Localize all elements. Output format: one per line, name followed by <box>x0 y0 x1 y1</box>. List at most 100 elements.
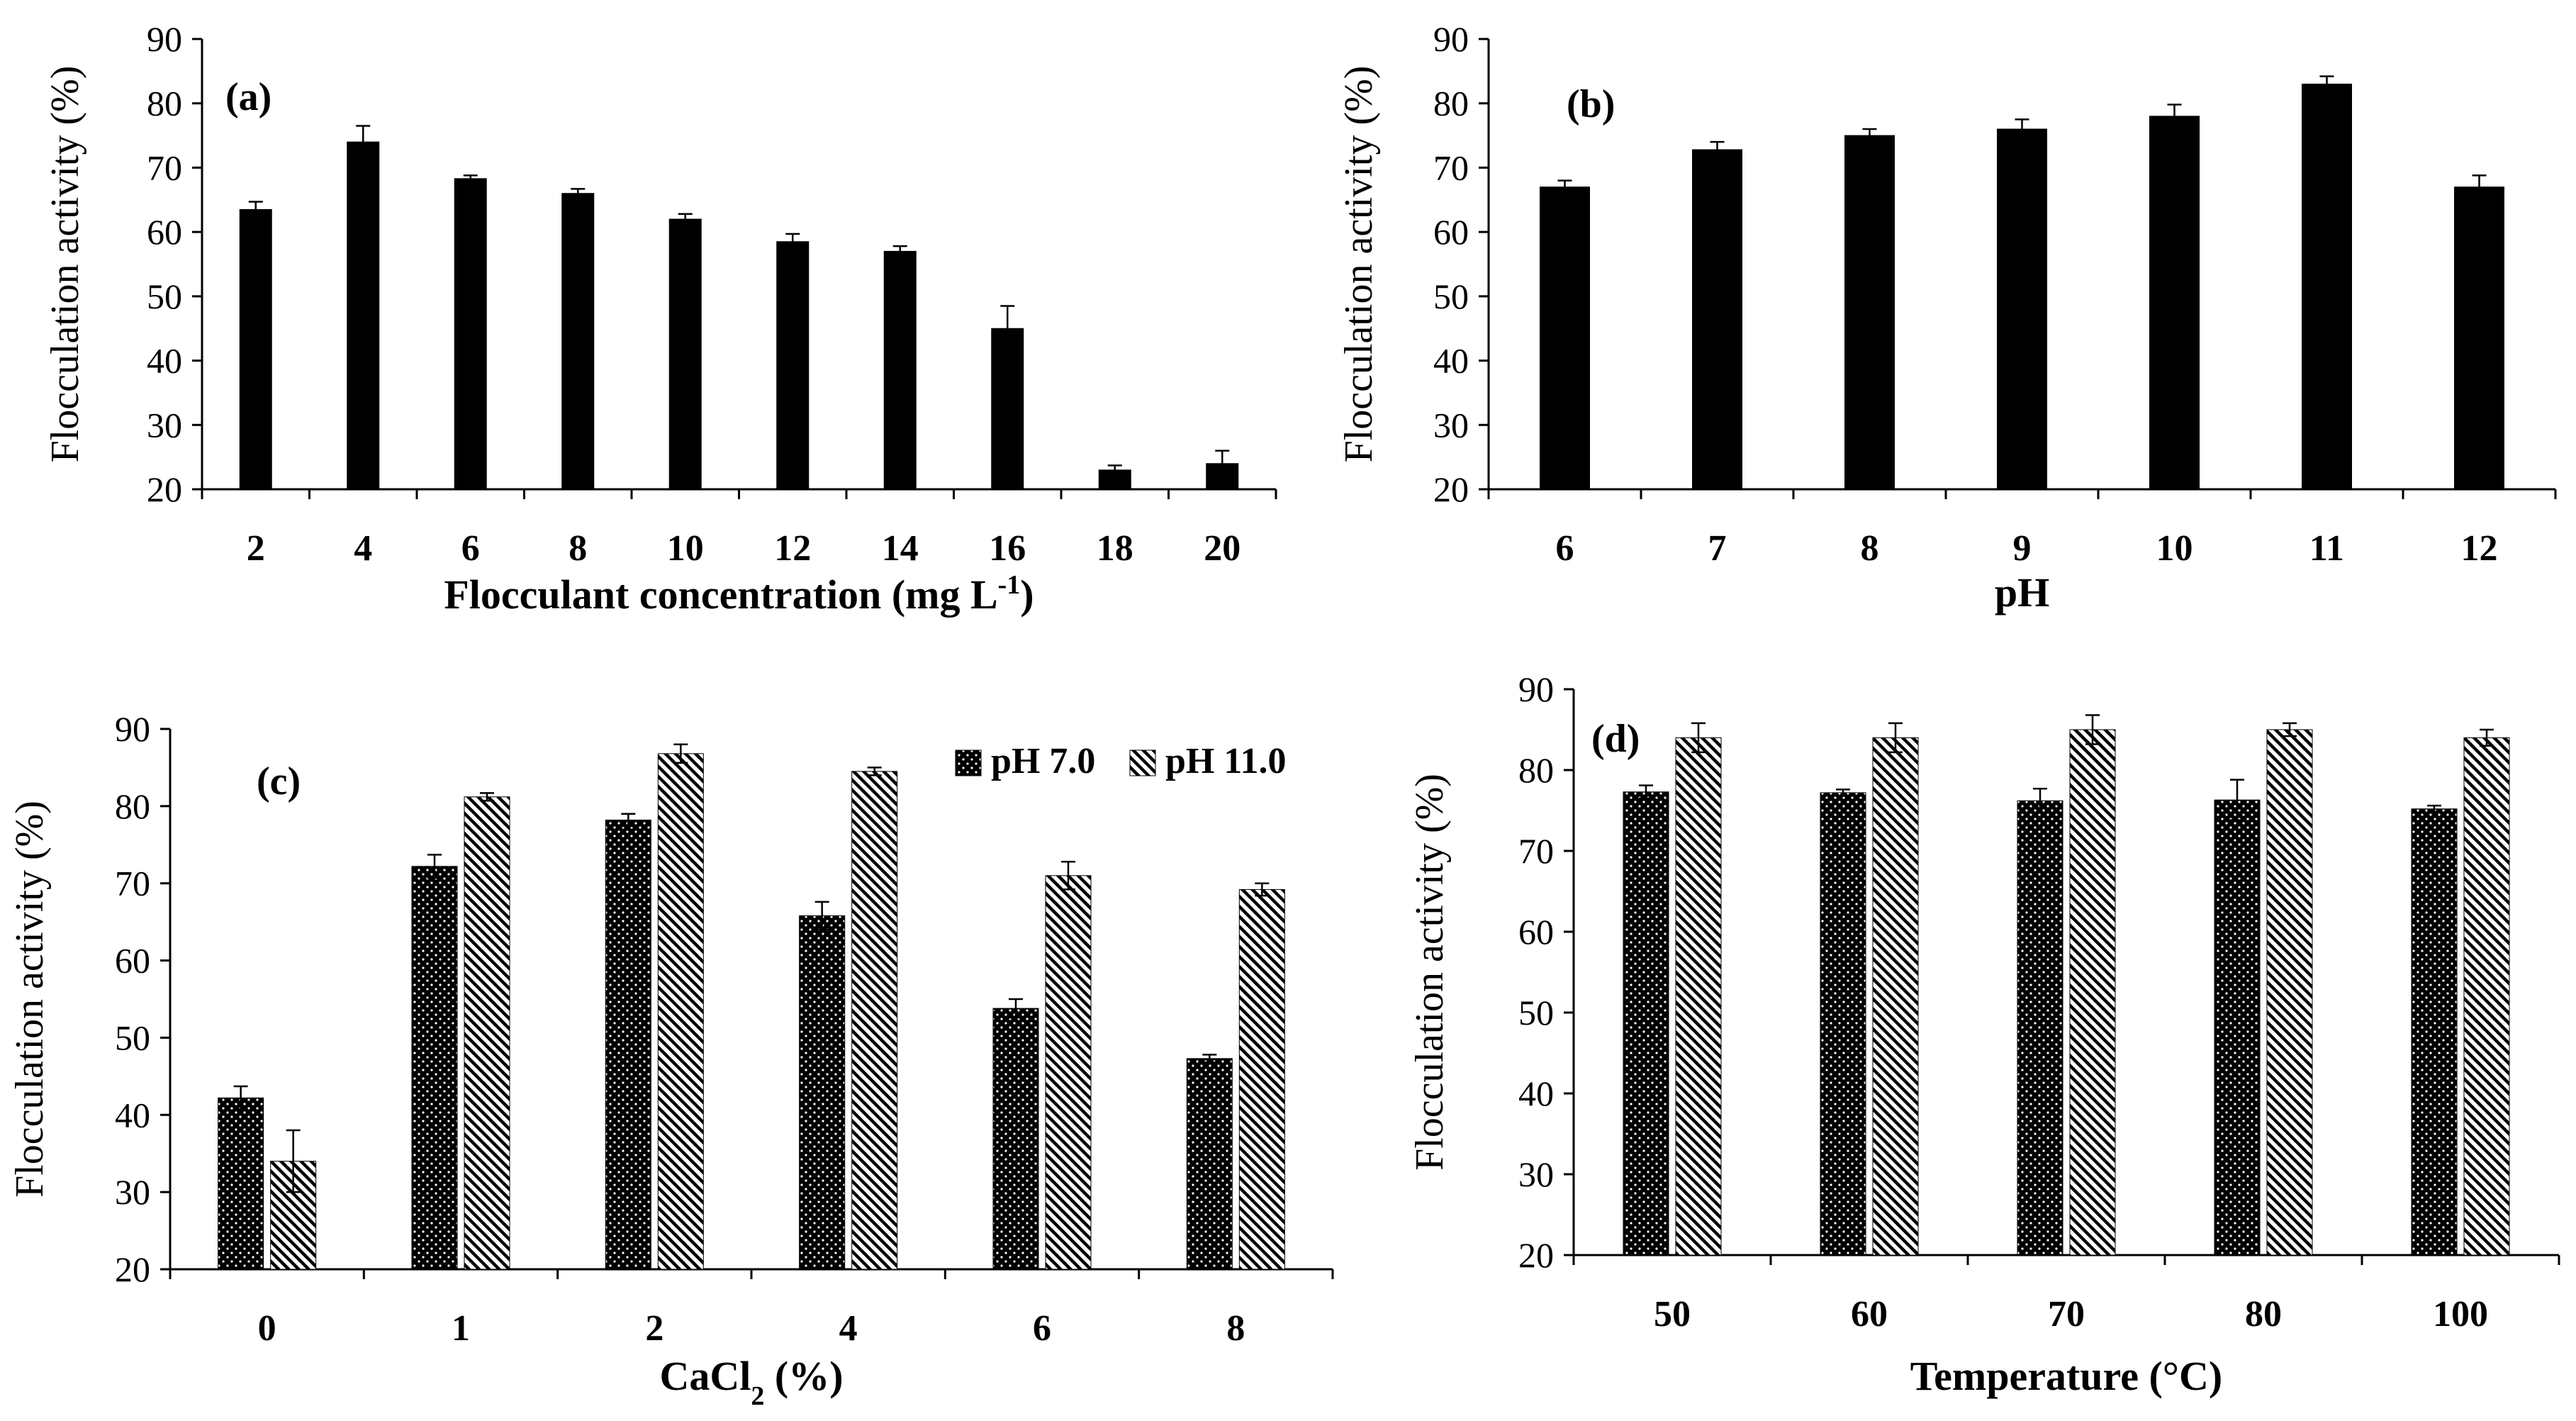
error-bar <box>785 233 800 250</box>
error-bar <box>356 125 371 160</box>
bar <box>347 141 380 490</box>
y-tick-label: 30 <box>1518 1154 1554 1194</box>
x-tick-label: 60 <box>1851 1294 1888 1334</box>
x-tick-label: 12 <box>774 528 811 569</box>
y-tick-label: 70 <box>147 147 182 187</box>
bar <box>1844 135 1895 490</box>
y-axis-label: Flocculation activity (%) <box>1337 66 1381 463</box>
x-tick-label: 70 <box>2048 1294 2085 1334</box>
legend-swatch <box>955 749 982 776</box>
error-bar <box>673 743 688 764</box>
x-tick-label: 8 <box>1226 1308 1245 1349</box>
x-axis-label: pH <box>1995 569 2049 615</box>
bar <box>1540 186 1590 490</box>
y-tick-label: 40 <box>147 341 182 381</box>
error-bar <box>480 792 494 802</box>
bar-ph-7.0 <box>799 915 846 1270</box>
bar-ph-11.0 <box>1238 888 1285 1270</box>
y-tick-label: 90 <box>1433 19 1469 59</box>
error-bar <box>678 213 693 225</box>
y-tick-label: 60 <box>147 212 182 252</box>
x-tick-label: 0 <box>258 1308 276 1349</box>
x-tick-label: 20 <box>1204 528 1241 569</box>
x-tick-label: 10 <box>667 528 704 569</box>
error-bar <box>1061 860 1075 891</box>
bar-ph-11.0 <box>2266 729 2313 1256</box>
bar <box>2454 186 2504 490</box>
error-bar <box>1202 1054 1217 1064</box>
y-tick-label: 60 <box>1518 912 1554 952</box>
bar-ph-11.0 <box>2069 729 2116 1256</box>
y-tick-label: 40 <box>1433 341 1469 381</box>
panel-label: (c) <box>257 759 301 803</box>
chart-panel-1: 20 30 40 50 60 70 80 90 2 4 6 8 10 12 14 16 18 20 (a) Flocc… <box>43 19 1277 618</box>
y-tick-label: 30 <box>147 405 182 445</box>
bar <box>454 178 487 490</box>
bar-ph-7.0 <box>2214 799 2261 1256</box>
bar-ph-11.0 <box>1872 737 1919 1256</box>
x-tick-label: 6 <box>1033 1308 1051 1349</box>
chart-panel-3: 20 30 40 50 60 70 80 90 0 1 2 4 6 8 (c) Flocculation ac… <box>8 709 1334 1411</box>
bar-ph-11.0 <box>657 753 704 1270</box>
bar-ph-11.0 <box>2463 737 2510 1256</box>
error-bar <box>892 245 907 257</box>
x-axis-label: Temperature (°C) <box>1910 1353 2222 1399</box>
bar-ph-11.0 <box>464 796 510 1270</box>
error-bar <box>286 1129 301 1193</box>
error-bar <box>2319 75 2334 93</box>
error-bar <box>2427 804 2441 813</box>
x-tick-label: 50 <box>1654 1294 1691 1334</box>
bar <box>561 193 595 490</box>
bar-ph-7.0 <box>1186 1058 1233 1270</box>
y-tick-label: 30 <box>1433 405 1469 445</box>
panel-label: (a) <box>225 75 271 119</box>
error-bar <box>2472 174 2487 200</box>
error-bar <box>2085 714 2100 745</box>
y-axis-label: Flocculation activity (%) <box>43 66 87 463</box>
x-tick-label: 11 <box>2309 528 2344 569</box>
error-bar <box>1836 788 1850 797</box>
chart-panel-4: 20 30 40 50 60 70 80 90 50 60 70 80 100 (d) Flocculati… <box>1408 669 2560 1399</box>
x-axis-label: Flocculant concentration (mg L-1) <box>444 570 1034 618</box>
bar-ph-11.0 <box>851 771 898 1270</box>
y-axis-label: Flocculation activity (%) <box>1408 774 1452 1171</box>
y-tick-label: 40 <box>115 1095 150 1135</box>
error-bar <box>1639 784 1653 800</box>
x-tick-label: 4 <box>354 528 372 569</box>
x-tick-label: 14 <box>882 528 919 569</box>
bar-ph-7.0 <box>218 1097 264 1270</box>
chart-panel-2: 20 30 40 50 60 70 80 90 6 7 8 9 10 11 12 (b) Flocculatio… <box>1337 19 2557 615</box>
x-tick-label: 100 <box>2433 1294 2488 1334</box>
error-bar <box>1862 128 1877 143</box>
bar <box>668 218 702 490</box>
y-tick-label: 50 <box>115 1018 150 1057</box>
y-tick-label: 90 <box>1518 669 1554 709</box>
x-tick-label: 6 <box>1556 528 1574 569</box>
error-bar <box>1691 722 1706 754</box>
x-tick-label: 6 <box>461 528 480 569</box>
bar-ph-7.0 <box>411 866 458 1270</box>
error-bar <box>1000 305 1015 352</box>
error-bar <box>1255 882 1270 897</box>
panel-label: (d) <box>1591 717 1640 761</box>
y-tick-label: 60 <box>1433 212 1469 252</box>
error-bar <box>2033 787 2047 814</box>
y-tick-label: 40 <box>1518 1074 1554 1113</box>
y-tick-label: 60 <box>115 941 150 981</box>
y-tick-label: 80 <box>115 786 150 826</box>
bar <box>239 208 272 490</box>
legend-swatch <box>1129 749 1156 776</box>
bar-ph-7.0 <box>992 1008 1039 1270</box>
bar <box>1692 149 1742 490</box>
y-tick-label: 50 <box>1433 277 1469 316</box>
error-bar <box>814 901 829 931</box>
bar <box>991 328 1024 490</box>
error-bar <box>427 854 442 879</box>
error-bar <box>1557 179 1572 194</box>
error-bar <box>2167 104 2182 129</box>
bar-ph-7.0 <box>1820 792 1866 1256</box>
bar-ph-7.0 <box>1623 791 1669 1256</box>
x-axis-label: CaCl2 (%) <box>659 1353 843 1411</box>
legend-label: pH 11.0 <box>1165 741 1287 781</box>
